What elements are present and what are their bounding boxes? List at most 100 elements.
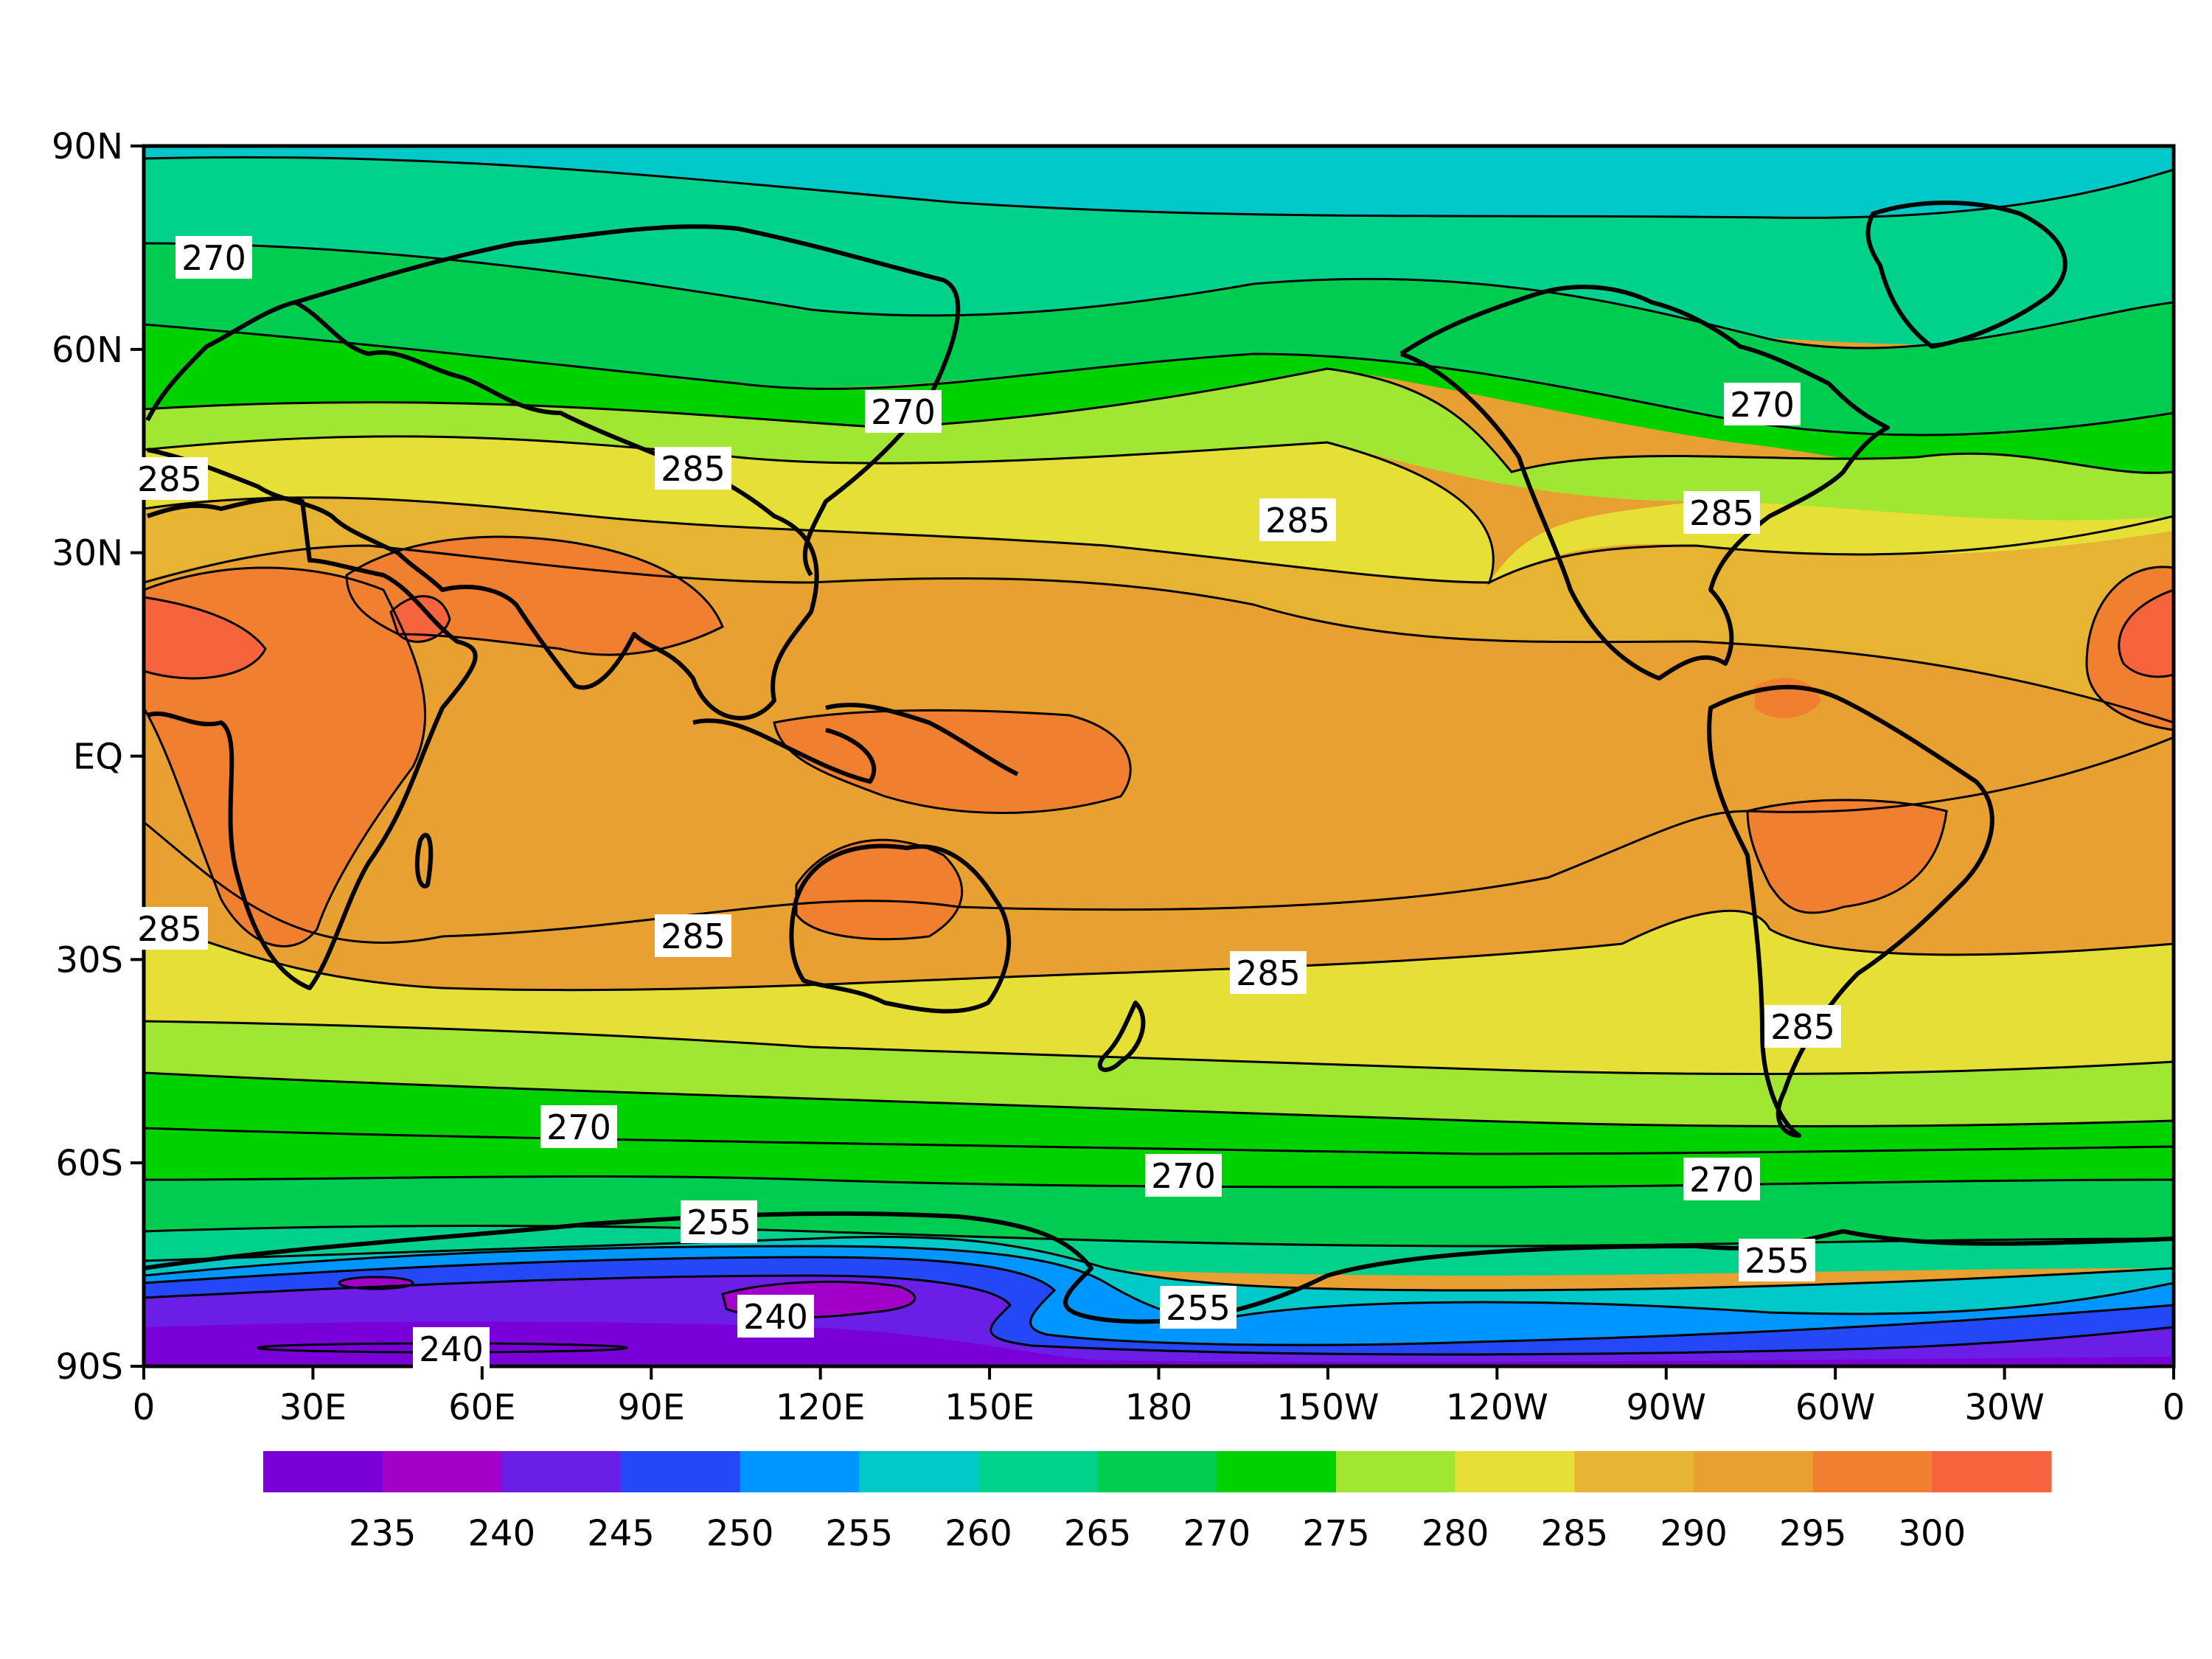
colorbar-label: 280 xyxy=(1422,1513,1489,1554)
contour-label-text: 270 xyxy=(1730,385,1795,425)
band-sh-270 xyxy=(144,1176,2174,1246)
contour-label: 285 xyxy=(1230,951,1307,994)
contour-label-text: 270 xyxy=(546,1107,611,1147)
coastlines xyxy=(144,201,2174,1324)
contour-label-text: 285 xyxy=(137,909,202,949)
plot-area xyxy=(144,146,2174,1366)
region-samerica-295 xyxy=(1747,678,1947,914)
contour-label: 255 xyxy=(1739,1239,1815,1281)
colorbar-swatch xyxy=(740,1451,860,1492)
coast-madagascar xyxy=(414,832,434,888)
colorbar-swatch xyxy=(263,1451,383,1492)
colorbar-label: 285 xyxy=(1541,1513,1609,1554)
contour-label-text: 240 xyxy=(419,1329,484,1369)
colorbar-label: 270 xyxy=(1183,1513,1251,1554)
contour-label: 255 xyxy=(1160,1286,1237,1329)
lat-tick-label: 30S xyxy=(55,939,123,981)
lon-tick-label: 0 xyxy=(133,1387,156,1428)
contour-label: 240 xyxy=(413,1327,490,1370)
contour-label: 255 xyxy=(681,1200,757,1243)
region-atlantic-300 xyxy=(2118,590,2174,677)
lon-tick-label: 60E xyxy=(448,1387,515,1428)
contour-label: 270 xyxy=(1145,1154,1222,1197)
lat-tick-label: 60N xyxy=(52,330,123,371)
coast-namerica xyxy=(1399,285,1890,681)
lon-tick-label: 0 xyxy=(2163,1387,2185,1428)
contour-label-text: 285 xyxy=(1689,493,1754,533)
band-nh-290 xyxy=(144,497,2174,723)
lon-tick-label: 180 xyxy=(1125,1387,1193,1428)
colorbar-label: 245 xyxy=(587,1513,655,1554)
longitude-axis: 0 30E 60E 90E 120E 150E 180 150W 120W 90W 60W 30W 0 xyxy=(133,1366,2185,1428)
band-nh-270 xyxy=(144,243,2174,435)
contour-label: 240 xyxy=(737,1295,814,1338)
colorbar-swatch xyxy=(859,1451,979,1492)
region-saudi-300 xyxy=(391,596,450,642)
coast-australia xyxy=(789,844,1012,1014)
region-antarctic-bottom xyxy=(144,1321,2174,1366)
lon-tick-label: 120E xyxy=(776,1387,866,1428)
lon-tick-label: 90W xyxy=(1626,1387,1706,1428)
lat-tick-label: 30N xyxy=(52,533,123,574)
colorbar: 235 240 245 250 255 260 265 270 275 280 285 290 295 3… xyxy=(263,1451,2052,1554)
lat-tick-label: 90S xyxy=(55,1346,123,1388)
band-sh-280 xyxy=(144,1021,2174,1127)
lon-tick-label: 150W xyxy=(1276,1387,1379,1428)
colorbar-swatch xyxy=(1336,1451,1456,1492)
lon-tick-label: 90E xyxy=(618,1387,685,1428)
colorbar-swatch xyxy=(1455,1451,1575,1492)
contour-label-text: 240 xyxy=(743,1297,808,1337)
colorbar-label: 250 xyxy=(706,1513,774,1554)
lat-tick-label: EQ xyxy=(73,737,123,778)
contour-label-text: 255 xyxy=(1745,1241,1809,1281)
contour-label: 285 xyxy=(1259,498,1336,541)
colorbar-swatch xyxy=(978,1451,1099,1492)
contour-labels: 270 270 270 285 285 285 285 285 285 285 285 270 270 2… xyxy=(131,236,1841,1370)
lon-tick-label: 60W xyxy=(1795,1387,1876,1428)
band-sh-275 xyxy=(144,1073,2174,1187)
region-australia-295 xyxy=(796,840,962,939)
region-hotspot-small xyxy=(304,623,345,667)
colorbar-swatch xyxy=(501,1451,622,1492)
contour-label-text: 270 xyxy=(871,392,936,432)
contour-label: 285 xyxy=(655,914,731,957)
colorbar-swatch xyxy=(1574,1451,1694,1492)
colorbar-label: 235 xyxy=(349,1513,417,1554)
contour-label: 285 xyxy=(131,907,208,950)
lon-tick-label: 150E xyxy=(945,1387,1034,1428)
coast-eurasia xyxy=(145,300,819,720)
contour-label-text: 255 xyxy=(686,1203,751,1242)
contour-label-text: 285 xyxy=(1265,501,1330,540)
contour-label: 285 xyxy=(1764,1005,1841,1048)
contour-label: 285 xyxy=(131,457,208,500)
contour-label: 285 xyxy=(655,447,731,490)
contour-label-text: 285 xyxy=(1236,953,1301,993)
coast-indonesia xyxy=(692,703,1019,784)
colorbar-swatch xyxy=(1217,1451,1337,1492)
lon-tick-label: 120W xyxy=(1446,1387,1548,1428)
contour-label: 270 xyxy=(1724,383,1801,425)
contour-label: 270 xyxy=(175,236,252,279)
colorbar-swatch xyxy=(1694,1451,1814,1492)
colorbar-swatch xyxy=(1812,1451,1933,1492)
contour-label: 270 xyxy=(1683,1158,1760,1200)
contour-label-text: 270 xyxy=(1689,1160,1754,1200)
latitude-axis: 90N 60N 30N EQ 30S 60S 90S xyxy=(52,126,144,1388)
lat-tick-label: 60S xyxy=(55,1143,123,1184)
contour-label-text: 285 xyxy=(661,917,726,956)
colorbar-swatch xyxy=(382,1451,502,1492)
contour-label-text: 285 xyxy=(661,449,726,489)
contour-label: 270 xyxy=(540,1105,617,1148)
lon-tick-label: 30E xyxy=(279,1387,347,1428)
band-sh-285 xyxy=(144,911,2174,1074)
colorbar-label: 265 xyxy=(1064,1513,1132,1554)
colorbar-label: 240 xyxy=(468,1513,536,1554)
contour-label-text: 285 xyxy=(1770,1007,1835,1047)
coast-newzealand xyxy=(1097,1001,1146,1072)
colorbar-swatch xyxy=(1097,1451,1217,1492)
contour-label: 285 xyxy=(1683,491,1760,534)
contour-label-text: 270 xyxy=(181,238,246,278)
contour-label-text: 270 xyxy=(1151,1156,1216,1196)
coast-siberia xyxy=(294,224,961,577)
